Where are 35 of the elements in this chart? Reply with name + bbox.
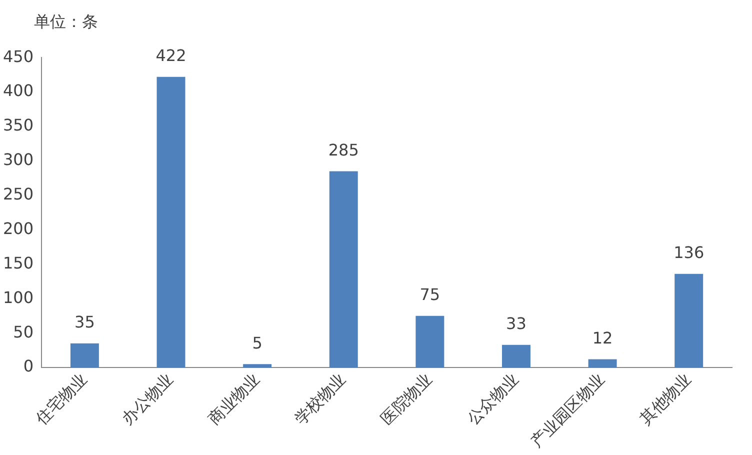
y-tick-label: 50: [13, 322, 34, 342]
bar: [243, 364, 272, 368]
y-tick-label: 350: [2, 116, 34, 135]
x-tick-label: 学校物业: [290, 370, 350, 428]
data-label: 136: [674, 243, 704, 262]
bar: [329, 171, 358, 368]
x-tick-label: 商业物业: [204, 370, 264, 428]
bar: [156, 76, 186, 368]
y-tick-label: 200: [2, 218, 34, 238]
data-label: 75: [420, 285, 440, 304]
x-tick-label: 住宅物业: [31, 370, 90, 430]
data-label: 422: [156, 46, 186, 66]
bar: [588, 359, 617, 368]
x-tick-label: 医院物业: [377, 370, 436, 428]
data-label: 285: [328, 140, 359, 160]
y-tick-label: 400: [2, 81, 34, 100]
data-label: 12: [592, 328, 613, 348]
x-tick-label: 产业园区物业: [526, 370, 608, 451]
data-label: 5: [252, 333, 262, 352]
x-tick-label: 公众物业: [463, 370, 522, 428]
y-tick-label: 250: [2, 184, 34, 204]
x-tick-label: 其他物业: [636, 370, 695, 428]
y-tick-label: 150: [2, 253, 34, 272]
y-tick-label: 100: [2, 288, 34, 307]
x-tick-label: 办公物业: [118, 370, 177, 428]
y-tick-label: 450: [2, 46, 34, 66]
bar: [674, 274, 704, 368]
y-axis-title: 单位：条: [34, 12, 98, 33]
bar: [502, 344, 530, 368]
bar: [70, 343, 99, 368]
data-label: 35: [74, 312, 95, 332]
data-label: 33: [506, 314, 526, 333]
y-tick-label: 300: [2, 150, 34, 170]
bar: [416, 316, 444, 368]
y-tick-label: 0: [23, 356, 34, 376]
